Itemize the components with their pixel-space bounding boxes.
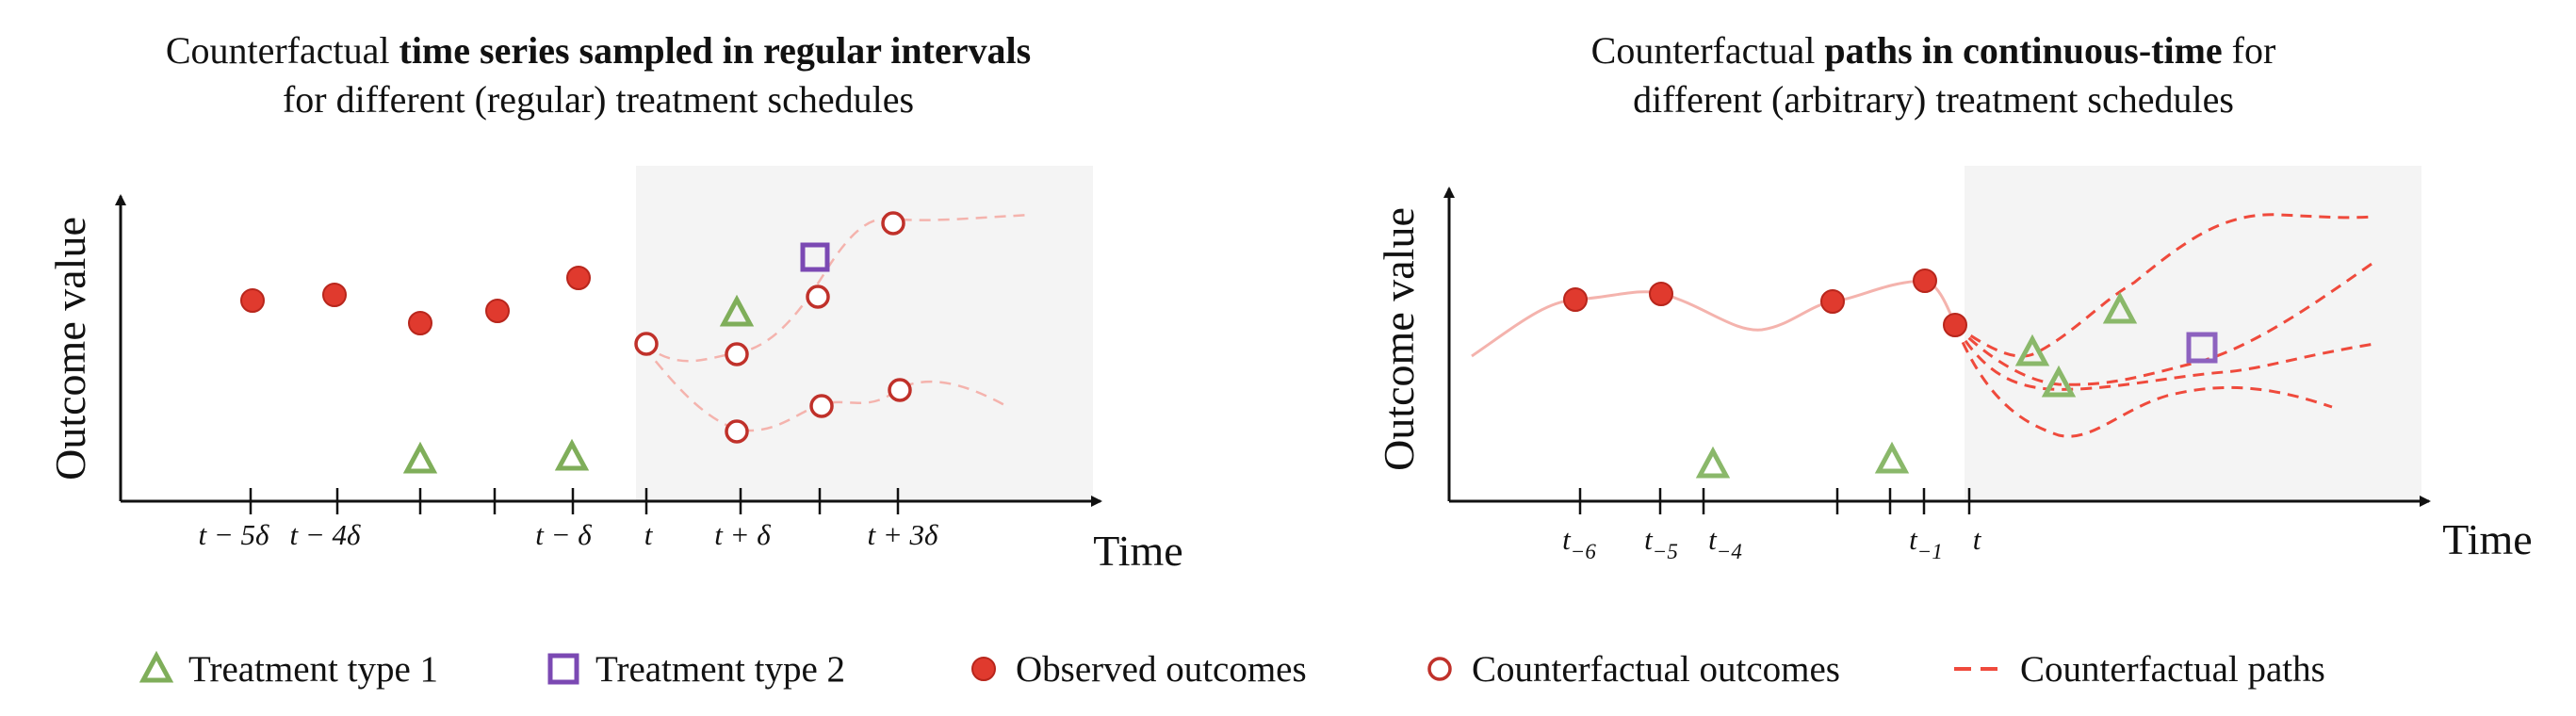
- left-tick-labels: t − 5δ t − 4δ t − δ t t + δ t + 3δ: [199, 518, 939, 551]
- right-tick-sub: −5: [1653, 540, 1678, 563]
- legend-label-treatment-type-2: Treatment type 2: [595, 648, 846, 690]
- legend-label-observed-outcomes: Observed outcomes: [1016, 648, 1307, 690]
- counterfactual-outcome-marker: [809, 394, 834, 418]
- left-title-line-2: for different (regular) treatment schedu…: [282, 78, 915, 121]
- treatment-type-1-marker: [1695, 446, 1731, 479]
- left-observed-outcomes: [240, 266, 591, 335]
- right-tick-label-t-6: t−6: [1562, 523, 1596, 563]
- right-ticks: [1578, 488, 1971, 514]
- left-title-prefix: Counterfactual: [165, 29, 399, 72]
- counterfactual-outcome-marker: [725, 342, 749, 366]
- right-tick-t: t: [1644, 523, 1654, 556]
- left-tick-label-t-5d: t − 5δ: [199, 518, 270, 551]
- left-counterfactual-region: [636, 166, 1093, 501]
- legend: Treatment type 1 Treatment type 2 Observ…: [0, 641, 2576, 707]
- right-title-prefix: Counterfactual: [1590, 29, 1825, 72]
- right-tick-label-t: t: [1973, 523, 1982, 556]
- left-counterfactual-outcomes: [634, 211, 912, 444]
- right-tick-t: t: [1909, 523, 1918, 556]
- triangle-icon: [139, 650, 174, 683]
- treatment-type-1-marker: [719, 294, 755, 327]
- left-tick-label-t: t: [644, 518, 654, 551]
- legend-label-counterfactual-paths: Counterfactual paths: [2020, 648, 2325, 690]
- counterfactual-path: [1953, 324, 2375, 391]
- right-y-axis-label: Outcome value: [1375, 207, 1423, 471]
- right-observed-path: [1471, 279, 1957, 358]
- right-tick-sub: −6: [1571, 540, 1597, 563]
- left-tick-label-t-4d: t − 4δ: [290, 518, 362, 551]
- right-tick-t: t: [1562, 523, 1572, 556]
- hollow-circle-icon: [1427, 657, 1452, 681]
- observed-outcome-marker: [1943, 313, 1967, 337]
- counterfactual-outcome-marker: [888, 378, 912, 402]
- counterfactual-outcome-marker: [634, 332, 659, 356]
- right-observed-outcomes: [1563, 268, 1967, 337]
- right-title-line-2: different (arbitrary) treatment schedule…: [1633, 78, 2234, 121]
- dashed-line-icon: [1954, 667, 2003, 671]
- right-title-line-1: Counterfactual paths in continuous-time …: [1291, 26, 2576, 75]
- right-title-suffix: for: [2222, 29, 2276, 72]
- observed-outcome-marker: [1649, 282, 1673, 306]
- treatment-type-2-marker: [800, 242, 830, 272]
- left-ticks: [249, 488, 900, 514]
- left-title-line-1: Counterfactual time series sampled in re…: [0, 26, 1197, 75]
- legend-label-counterfactual-outcomes: Counterfactual outcomes: [1472, 648, 1840, 690]
- observed-outcome-marker: [566, 266, 591, 290]
- left-tick-label-t-d: t − δ: [535, 518, 592, 551]
- right-tick-sub: −1: [1917, 540, 1943, 563]
- observed-outcome-marker: [1820, 289, 1845, 314]
- counterfactual-path: [1953, 324, 2333, 438]
- filled-circle-icon: [971, 657, 996, 681]
- right-panel-title: Counterfactual paths in continuous-time …: [1291, 26, 2576, 124]
- counterfactual-outcome-marker: [806, 285, 830, 309]
- treatment-type-1-marker: [2041, 365, 2077, 398]
- counterfactual-outcome-marker: [725, 419, 749, 444]
- right-tick-label-t-5: t−5: [1644, 523, 1678, 563]
- counterfactual-outcome-marker: [881, 211, 905, 236]
- right-tick-labels: t−6 t−5 t−4 t−1 t: [1562, 523, 1982, 563]
- square-icon: [547, 653, 579, 685]
- left-diagram: Outcome value Time t − 5δ t − 4δ t − δ t…: [46, 166, 1183, 575]
- left-tick-label-t+d: t + δ: [714, 518, 771, 551]
- right-tick-t: t: [1708, 523, 1718, 556]
- right-tick-label-t-1: t−1: [1909, 523, 1943, 563]
- legend-item-observed-outcomes: Observed outcomes: [965, 641, 1307, 697]
- right-tick-label-t-4: t−4: [1708, 523, 1742, 563]
- observed-outcome-marker: [322, 283, 347, 307]
- left-tick-label-t+3d: t + 3δ: [868, 518, 939, 551]
- left-title-bold: time series sampled in regular intervals: [399, 29, 1032, 72]
- left-treatment-type-1: [402, 294, 755, 474]
- treatment-type-1-marker: [2014, 334, 2050, 366]
- treatment-type-2-marker: [2186, 332, 2218, 364]
- right-diagram: Outcome value Time t−6 t−5 t−4 t−1 t: [1375, 166, 2533, 563]
- observed-outcome-marker: [1913, 268, 1937, 293]
- right-treatment-type-1: [1695, 291, 2138, 479]
- right-title-bold: paths in continuous-time: [1824, 29, 2223, 72]
- legend-item-treatment-type-1: Treatment type 1: [138, 641, 438, 697]
- right-tick-sub: −4: [1717, 540, 1742, 563]
- treatment-type-1-marker: [402, 441, 438, 474]
- treatment-type-1-marker: [2102, 291, 2138, 324]
- left-y-axis-label: Outcome value: [46, 217, 94, 480]
- right-x-axis-label: Time: [2442, 515, 2532, 563]
- legend-item-counterfactual-outcomes: Counterfactual outcomes: [1421, 641, 1840, 697]
- observed-outcome-marker: [1563, 287, 1588, 312]
- observed-outcome-marker: [240, 288, 265, 313]
- observed-outcome-marker: [485, 299, 510, 323]
- left-panel-title: Counterfactual time series sampled in re…: [0, 26, 1197, 124]
- left-x-axis-label: Time: [1093, 527, 1182, 575]
- observed-outcome-marker: [408, 311, 432, 335]
- legend-label-treatment-type-1: Treatment type 1: [188, 648, 439, 690]
- legend-item-treatment-type-2: Treatment type 2: [545, 641, 845, 697]
- treatment-type-1-marker: [554, 438, 590, 471]
- legend-item-counterfactual-paths: Counterfactual paths: [1950, 641, 2325, 697]
- treatment-type-1-marker: [1874, 441, 1910, 474]
